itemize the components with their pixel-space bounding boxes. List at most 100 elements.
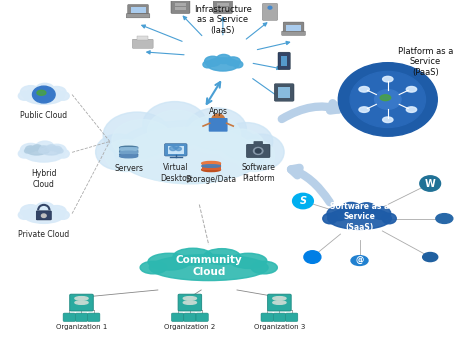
Ellipse shape <box>220 122 273 160</box>
Ellipse shape <box>147 110 205 152</box>
Ellipse shape <box>357 203 376 216</box>
FancyBboxPatch shape <box>254 141 263 146</box>
Ellipse shape <box>36 83 54 95</box>
Ellipse shape <box>340 202 362 216</box>
Text: @: @ <box>356 256 364 265</box>
Ellipse shape <box>40 146 50 152</box>
Text: Organization 3: Organization 3 <box>254 324 305 330</box>
FancyBboxPatch shape <box>175 7 186 10</box>
Ellipse shape <box>119 153 137 156</box>
FancyBboxPatch shape <box>273 313 285 322</box>
Text: Public Cloud: Public Cloud <box>20 111 67 120</box>
Text: Apps: Apps <box>209 107 228 116</box>
FancyBboxPatch shape <box>88 313 100 322</box>
Ellipse shape <box>96 134 141 170</box>
Text: Organization 2: Organization 2 <box>164 324 216 330</box>
Ellipse shape <box>47 86 66 97</box>
Circle shape <box>374 90 401 109</box>
Text: Software
Platform: Software Platform <box>241 163 275 183</box>
Ellipse shape <box>38 146 47 152</box>
Ellipse shape <box>382 213 396 224</box>
Ellipse shape <box>203 61 212 68</box>
Circle shape <box>41 214 46 217</box>
Ellipse shape <box>183 297 197 300</box>
Text: Hybrid
Cloud: Hybrid Cloud <box>31 169 56 189</box>
Ellipse shape <box>234 139 275 172</box>
FancyBboxPatch shape <box>137 36 148 40</box>
FancyBboxPatch shape <box>172 313 184 322</box>
FancyBboxPatch shape <box>278 52 290 70</box>
Ellipse shape <box>57 92 69 100</box>
Ellipse shape <box>406 86 417 92</box>
FancyBboxPatch shape <box>217 3 228 6</box>
FancyBboxPatch shape <box>282 31 305 35</box>
Ellipse shape <box>383 76 393 82</box>
Ellipse shape <box>26 146 36 152</box>
Circle shape <box>338 63 438 136</box>
Ellipse shape <box>217 54 231 64</box>
Ellipse shape <box>176 147 182 151</box>
Ellipse shape <box>36 202 54 214</box>
Ellipse shape <box>75 297 88 300</box>
Ellipse shape <box>149 255 268 281</box>
Ellipse shape <box>36 141 54 152</box>
FancyBboxPatch shape <box>171 0 190 13</box>
Ellipse shape <box>39 149 45 153</box>
FancyBboxPatch shape <box>126 14 150 18</box>
FancyBboxPatch shape <box>119 146 137 149</box>
FancyBboxPatch shape <box>184 313 196 322</box>
FancyBboxPatch shape <box>274 84 294 101</box>
Ellipse shape <box>217 129 264 163</box>
Ellipse shape <box>406 107 417 112</box>
Ellipse shape <box>25 149 30 153</box>
Ellipse shape <box>328 208 392 229</box>
Ellipse shape <box>47 205 66 216</box>
Ellipse shape <box>230 253 267 268</box>
Ellipse shape <box>186 116 241 154</box>
Circle shape <box>420 176 440 191</box>
Ellipse shape <box>186 108 246 150</box>
Text: Private Cloud: Private Cloud <box>18 231 69 239</box>
Ellipse shape <box>20 86 41 98</box>
Ellipse shape <box>27 147 46 155</box>
FancyBboxPatch shape <box>213 0 232 13</box>
FancyBboxPatch shape <box>285 313 298 322</box>
Ellipse shape <box>140 261 166 274</box>
Text: Platform as a
Service
(PaaS): Platform as a Service (PaaS) <box>398 47 453 77</box>
Circle shape <box>255 149 261 153</box>
FancyBboxPatch shape <box>119 150 137 153</box>
Text: Infrastructure
as a Service
(IaaS): Infrastructure as a Service (IaaS) <box>194 5 252 35</box>
FancyBboxPatch shape <box>261 313 273 322</box>
Ellipse shape <box>183 301 197 304</box>
Ellipse shape <box>359 107 369 112</box>
Text: Servers: Servers <box>114 164 143 173</box>
FancyBboxPatch shape <box>217 7 228 10</box>
Ellipse shape <box>53 146 62 152</box>
Ellipse shape <box>119 155 137 158</box>
FancyBboxPatch shape <box>175 3 186 6</box>
FancyBboxPatch shape <box>286 24 301 31</box>
Text: S: S <box>300 196 307 206</box>
Ellipse shape <box>75 301 88 304</box>
Ellipse shape <box>57 149 69 158</box>
FancyBboxPatch shape <box>178 294 201 311</box>
FancyBboxPatch shape <box>268 294 291 311</box>
FancyBboxPatch shape <box>281 56 287 66</box>
FancyBboxPatch shape <box>168 146 184 154</box>
Ellipse shape <box>273 297 286 300</box>
Ellipse shape <box>234 61 243 68</box>
FancyBboxPatch shape <box>119 154 137 156</box>
FancyBboxPatch shape <box>263 4 277 20</box>
Ellipse shape <box>57 211 69 219</box>
Circle shape <box>268 6 272 9</box>
FancyBboxPatch shape <box>246 144 270 157</box>
Ellipse shape <box>20 143 41 156</box>
FancyBboxPatch shape <box>130 7 146 13</box>
Ellipse shape <box>383 117 393 122</box>
Ellipse shape <box>18 149 30 158</box>
FancyBboxPatch shape <box>63 313 75 322</box>
Ellipse shape <box>359 86 369 92</box>
Ellipse shape <box>351 256 368 265</box>
Ellipse shape <box>41 147 61 155</box>
Ellipse shape <box>327 207 350 221</box>
